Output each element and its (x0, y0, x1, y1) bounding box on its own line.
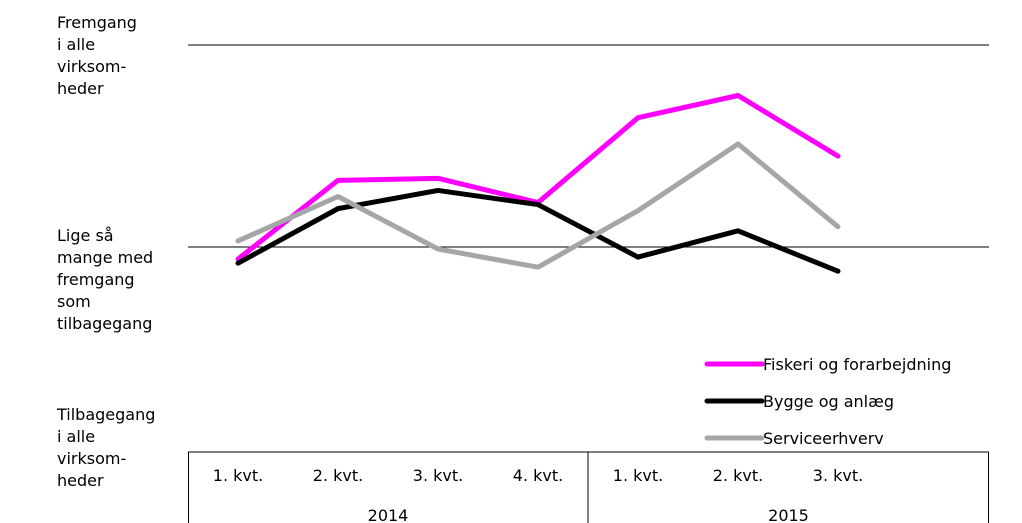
reference-lines (188, 44, 989, 248)
year-label: 2014 (368, 506, 409, 523)
y-label-bottom: Tilbagegang i alle virksom- heder (57, 405, 156, 490)
category-label: 3. kvt. (813, 466, 863, 485)
y-label-middle: Lige så mange med fremgang som tilbagega… (57, 226, 154, 333)
category-axis-table: 1. kvt. 2. kvt. 3. kvt. 4. kvt. 1. kvt. 2. kv… (188, 451, 989, 523)
legend-label: Fiskeri og forarbejdning (763, 355, 951, 374)
category-label: 1. kvt. (613, 466, 663, 485)
legend: Fiskeri og forarbejdning Bygge og anlæg Se… (704, 355, 951, 448)
category-label: 1. kvt. (213, 466, 263, 485)
category-label: 2. kvt. (313, 466, 363, 485)
year-label: 2015 (768, 506, 809, 523)
category-label: 2. kvt. (713, 466, 763, 485)
series-lines (235, 93, 841, 274)
y-label-top: Fremgang i alle virksom- heder (57, 13, 137, 98)
category-label: 3. kvt. (413, 466, 463, 485)
category-label: 4. kvt. (513, 466, 563, 485)
legend-label: Serviceerhverv (763, 429, 884, 448)
legend-label: Bygge og anlæg (763, 392, 894, 411)
